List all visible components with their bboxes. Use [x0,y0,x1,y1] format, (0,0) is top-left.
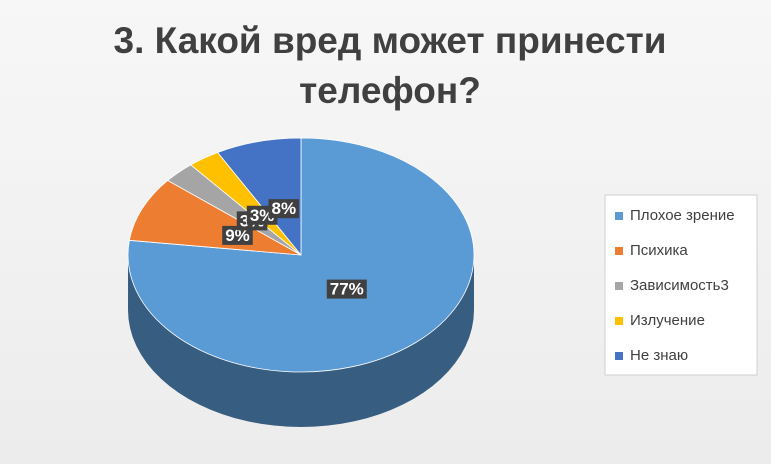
legend-swatch [615,212,623,220]
legend-label: Плохое зрение [630,207,735,224]
data-label: 8% [268,199,300,219]
data-label-box [222,225,253,245]
data-label-text: 8% [272,199,297,218]
data-label: 77% [326,279,367,299]
data-label-text: 9% [225,226,250,245]
legend-box [604,194,758,376]
slice-side [128,255,474,427]
legend-swatch [615,282,623,290]
data-label-text: 77% [330,280,364,299]
chart-title: 3. Какой вред может принести телефон? [113,20,667,111]
legend-label: Психика [630,242,688,259]
legend-label: Не знаю [630,347,688,364]
slice [128,179,302,256]
data-label: 9% [222,225,253,245]
legend-swatch [615,247,623,255]
data-label-box [268,199,300,219]
legend-swatch [615,352,623,360]
legend-swatch [615,317,623,325]
slice [216,137,302,257]
legend-label: Излучение [630,312,705,329]
legend-label: Зависимость3 [630,277,729,294]
data-label-text: 3% [250,206,275,225]
data-label-box [326,279,367,299]
